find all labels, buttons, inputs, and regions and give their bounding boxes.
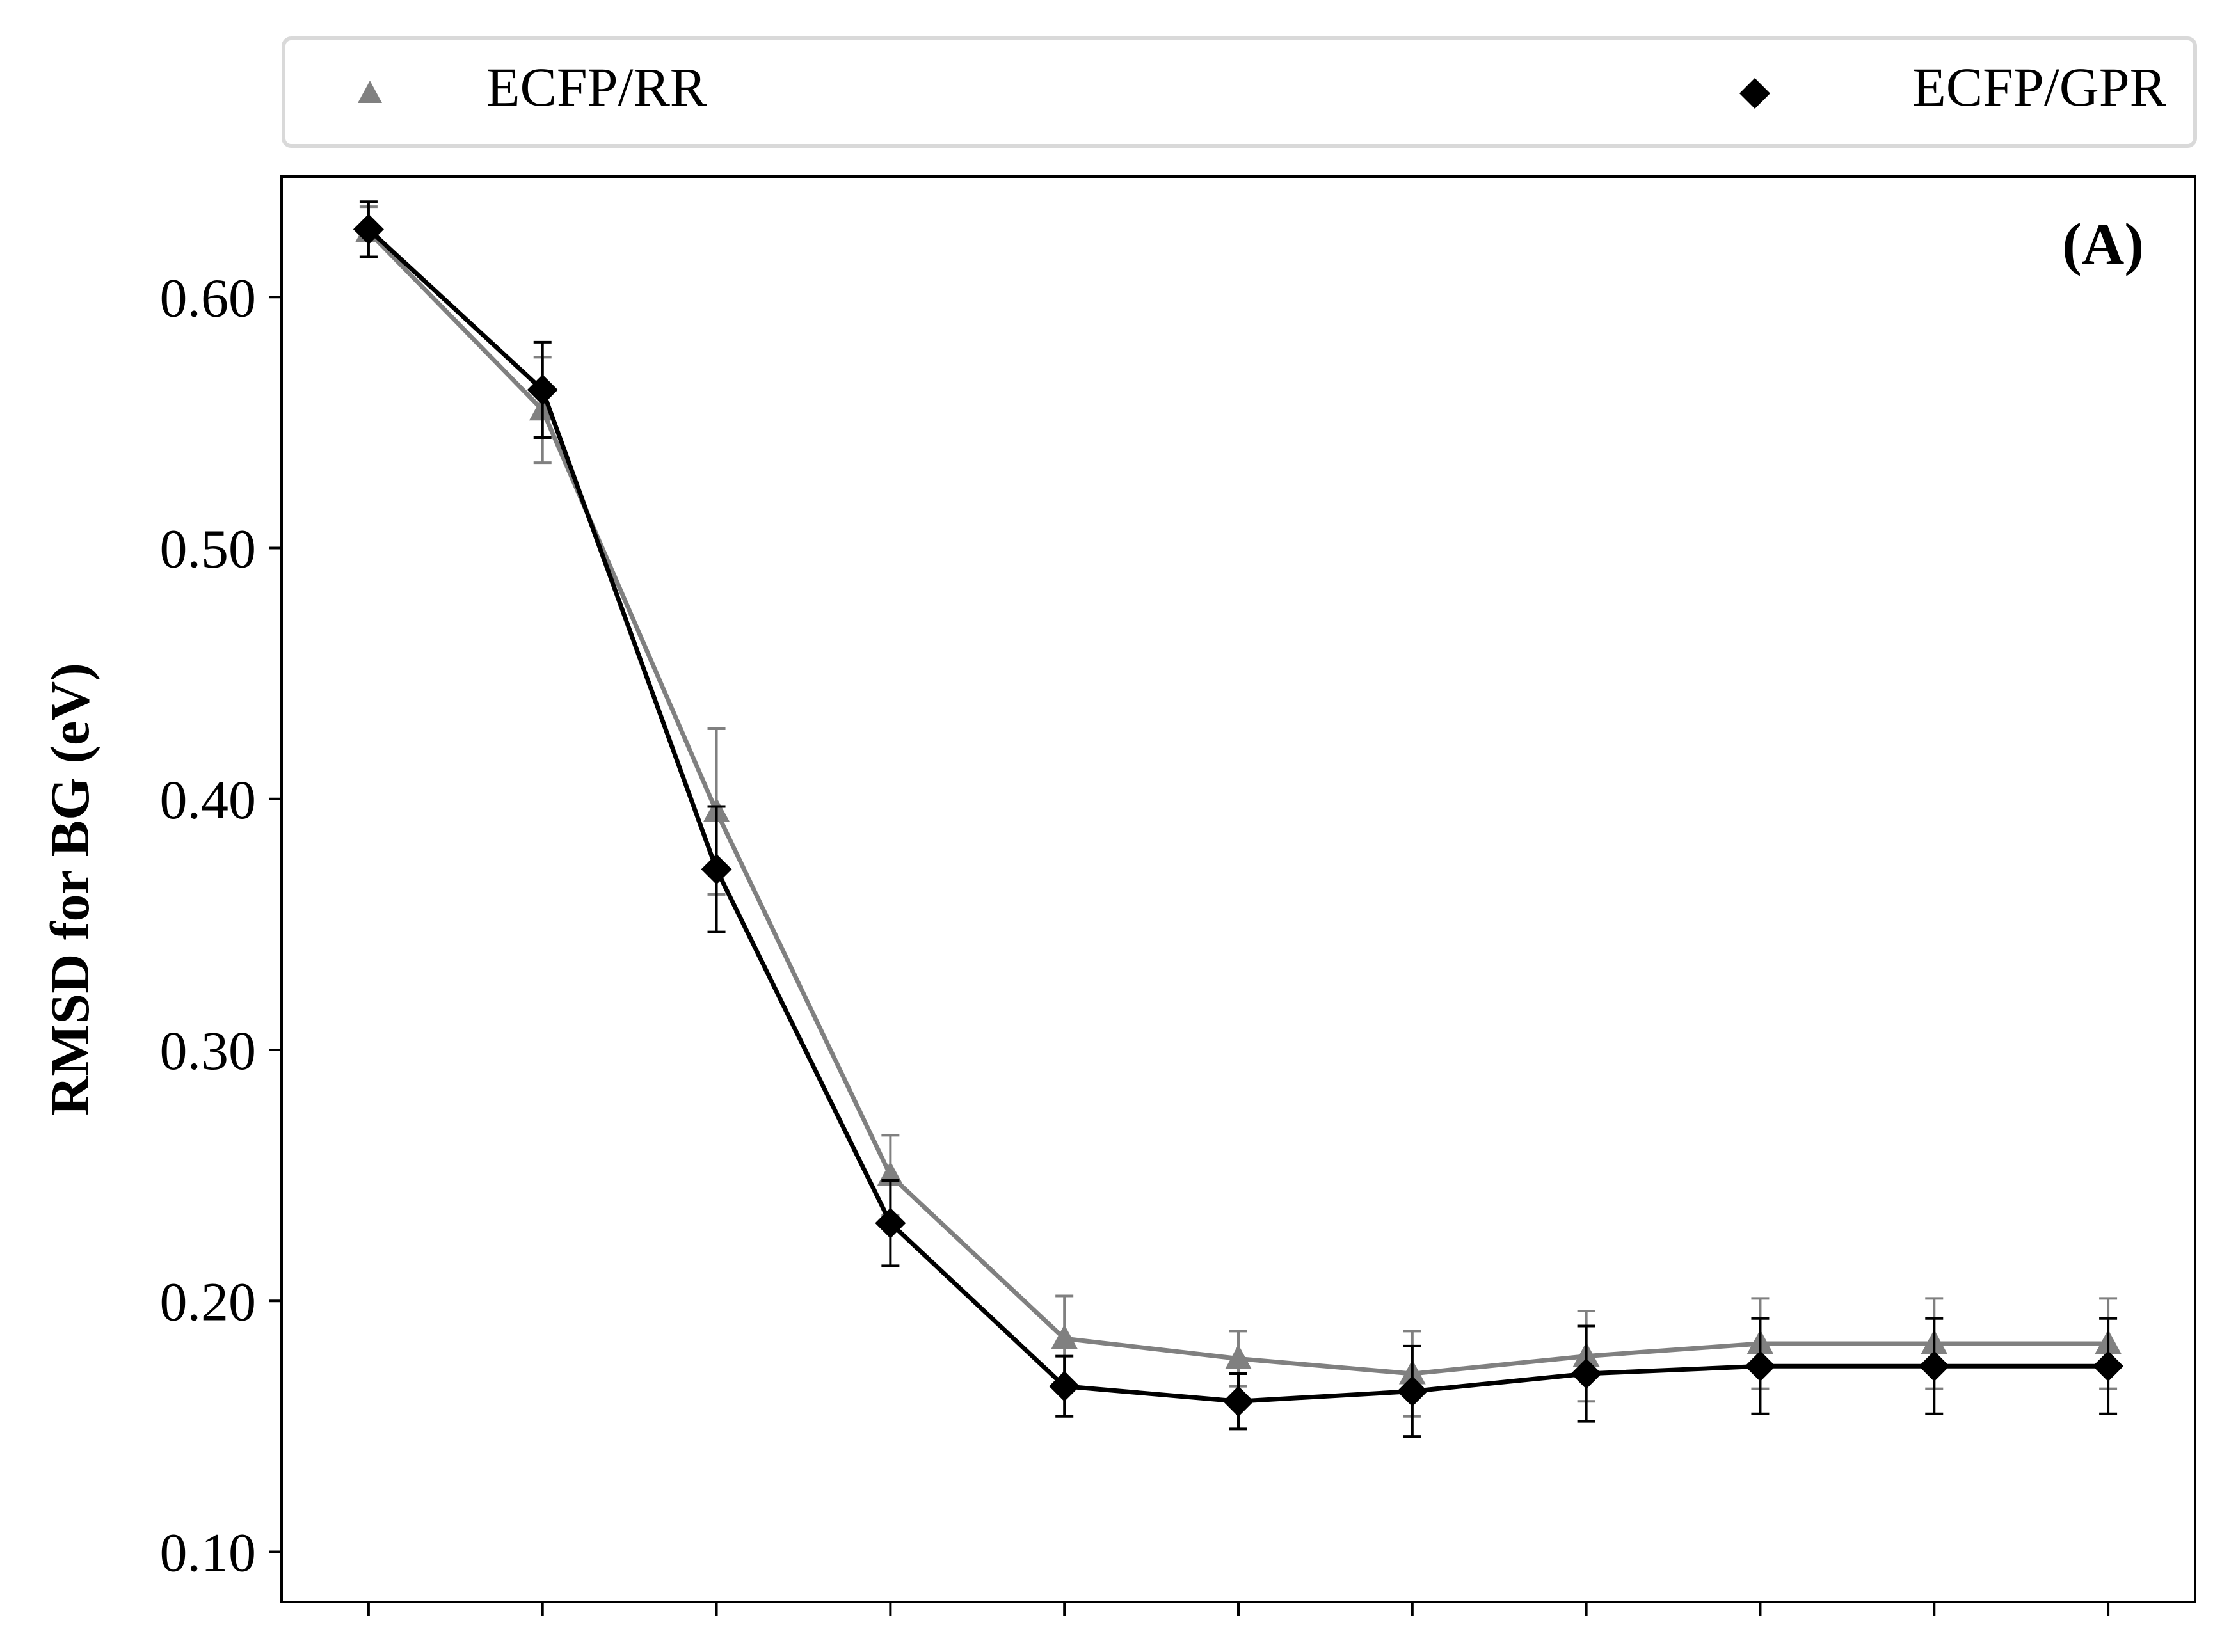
y-tick-label: 0.20	[160, 1271, 257, 1332]
legend-diamond-icon	[1739, 78, 1770, 109]
series-ecfp-rr	[355, 205, 2122, 1418]
data-point-diamond	[1396, 1376, 1428, 1407]
x-axis-ticks	[367, 1602, 2110, 1616]
y-tick-label: 0.30	[160, 1020, 257, 1081]
data-point-triangle	[1225, 1344, 1252, 1370]
data-point-triangle	[1051, 1324, 1078, 1349]
legend-label-gpr: ECFP/GPR	[1912, 56, 2166, 118]
data-point-diamond	[353, 214, 384, 245]
data-point-diamond	[1919, 1351, 1950, 1382]
legend-triangle-icon	[358, 81, 382, 103]
y-axis-label: RMSD for BG (eV)	[39, 663, 100, 1116]
data-point-diamond	[875, 1207, 906, 1239]
series-layer	[353, 200, 2124, 1438]
data-point-diamond	[1049, 1370, 1080, 1402]
series-line	[367, 227, 2109, 1404]
legend-label-rr: ECFP/RR	[486, 56, 707, 118]
legend-frame	[282, 36, 2197, 148]
data-point-diamond	[527, 374, 558, 406]
legend-marker-rr	[358, 81, 382, 103]
y-tick-label: 0.10	[160, 1522, 257, 1584]
data-point-diamond	[1571, 1358, 1602, 1390]
panel-label: (A)	[2062, 211, 2144, 276]
y-axis-ticks: 0.10 0.20 0.30 0.40 0.50 0.60	[160, 267, 282, 1584]
legend-marker-gpr	[1739, 78, 1770, 109]
data-point-diamond	[701, 854, 732, 885]
data-point-diamond	[2093, 1351, 2124, 1382]
data-point-diamond	[1745, 1351, 1776, 1382]
y-tick-label: 0.50	[160, 518, 257, 580]
series-ecfp-gpr	[353, 200, 2124, 1438]
legend: ECFP/RR ECFP/GPR	[282, 36, 2197, 148]
series-line	[367, 230, 2109, 1376]
y-tick-label: 0.40	[160, 769, 257, 830]
y-tick-label: 0.60	[160, 267, 257, 328]
data-point-diamond	[1223, 1386, 1254, 1417]
